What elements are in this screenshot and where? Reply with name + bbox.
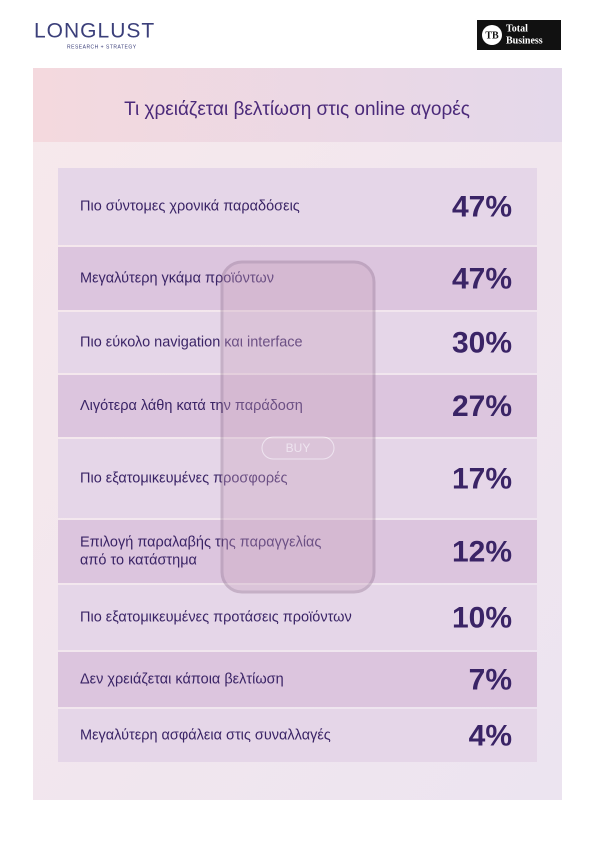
background-phone: BUY <box>220 260 376 594</box>
title: Τι χρειάζεται βελτίωση στις online αγορέ… <box>124 99 470 120</box>
row-label: Λιγότερα λάθη κατά την παράδοση <box>80 398 303 414</box>
row-background <box>58 709 537 762</box>
brand-tagline: RESEARCH + STRATEGY <box>67 44 137 50</box>
row-value: 10% <box>452 601 512 634</box>
partner-icon: TB <box>485 30 499 41</box>
row-label: Δεν χρειάζεται κάποια βελτίωση <box>80 671 284 687</box>
row-label: Πιο εύκολο navigation και interface <box>80 334 303 350</box>
row-background <box>58 312 537 373</box>
row-value: 27% <box>452 390 512 423</box>
row-value: 4% <box>469 719 512 752</box>
partner-name: Total <box>506 23 528 34</box>
row-background <box>58 652 537 707</box>
row-label: Πιο εξατομικευμένες προτάσεις προϊόντων <box>80 609 352 625</box>
row-background <box>58 375 537 437</box>
row-background <box>58 168 537 245</box>
row-label: Μεγαλύτερη γκάμα προϊόντων <box>80 270 274 286</box>
row-value: 30% <box>452 326 512 359</box>
header: LONGLUST RESEARCH + STRATEGY TB Total Bu… <box>34 20 561 50</box>
row-background <box>58 585 537 650</box>
row-label: από το κατάστημα <box>80 552 197 568</box>
row-value: 7% <box>469 663 512 696</box>
partner-name: Business <box>506 35 543 46</box>
buy-button <box>261 436 335 460</box>
title-band <box>33 68 562 142</box>
row-background <box>58 439 537 518</box>
partner-icon-bg <box>482 25 502 45</box>
row-value: 12% <box>452 535 512 568</box>
buy-label: BUY <box>286 441 311 455</box>
brand-logo: LONGLUST <box>34 20 155 43</box>
phone-illustration <box>220 260 376 594</box>
row-label: Μεγαλύτερη ασφάλεια στις συναλλαγές <box>80 727 331 743</box>
row-label: Πιο σύντομες χρονικά παραδόσεις <box>80 198 300 214</box>
row-value: 47% <box>452 262 512 295</box>
row-label: Πιο εξατομικευμένες προσφορές <box>80 470 288 486</box>
row-value: 47% <box>452 190 512 223</box>
row-background <box>58 520 537 583</box>
row-value: 17% <box>452 462 512 495</box>
row-label: Επιλογή παραλαβής της παραγγελίας <box>80 534 321 550</box>
rows: Πιο σύντομες χρονικά παραδόσεις 47% Μεγαλύ… <box>58 168 537 762</box>
row-background <box>58 247 537 310</box>
